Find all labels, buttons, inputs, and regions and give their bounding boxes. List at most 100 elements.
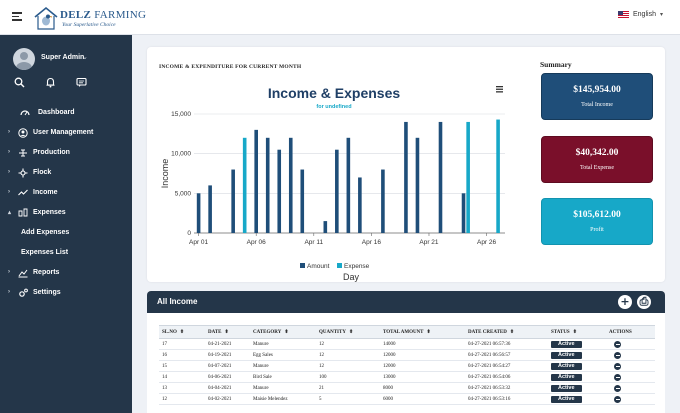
sidebar-item-flock[interactable]: › Flock bbox=[0, 163, 132, 183]
actions-icon[interactable] bbox=[614, 384, 621, 392]
chevron-right-icon: › bbox=[8, 129, 10, 135]
sidebar-item-dashboard[interactable]: Dashboard bbox=[0, 103, 132, 123]
sidebar-item-expenses-list[interactable]: Expenses List bbox=[0, 243, 132, 263]
user-name[interactable]: Super Admin bbox=[41, 54, 85, 61]
print-button[interactable]: ⎙ bbox=[637, 295, 651, 309]
status-badge[interactable]: Active bbox=[551, 373, 582, 381]
sort-icon[interactable]: ⬍ bbox=[224, 330, 229, 335]
status-badge[interactable]: Active bbox=[551, 395, 582, 403]
card-title: INCOME & EXPENDITURE FOR CURRENT MONTH bbox=[159, 64, 302, 70]
sort-icon[interactable]: ⬍ bbox=[572, 330, 577, 335]
avatar[interactable] bbox=[13, 48, 35, 70]
actions-icon[interactable] bbox=[614, 340, 621, 348]
cell-sl: 16 bbox=[159, 349, 205, 361]
cell-date: 04-19-2021 bbox=[205, 349, 250, 361]
sidebar-item-label: Reports bbox=[33, 269, 60, 276]
amount-bar bbox=[288, 137, 293, 233]
chat-icon[interactable] bbox=[76, 77, 87, 88]
amount-bar bbox=[461, 193, 466, 233]
table-row[interactable]: 12 04-02-2021 Maisie Melendez 5 6000 04-27-20… bbox=[159, 393, 655, 405]
actions-icon[interactable] bbox=[614, 373, 621, 381]
column-header-sl-no[interactable]: SL.NO ⬍ bbox=[159, 325, 205, 339]
sidebar-item-income[interactable]: › Income bbox=[0, 183, 132, 203]
amount-bar bbox=[277, 149, 282, 233]
column-header-status[interactable]: STATUS ⬍ bbox=[548, 325, 606, 339]
all-income-card: All Income + ⎙ SL.NO ⬍ DATE ⬍ CATEGORY ⬍ QUANT… bbox=[147, 291, 665, 413]
column-header-label: DATE CREATED bbox=[468, 330, 507, 335]
x-tick-label: Apr 21 bbox=[419, 239, 439, 246]
cell-quantity: 12 bbox=[316, 338, 380, 350]
sidebar-item-settings[interactable]: › Settings bbox=[0, 283, 132, 303]
sidebar-item-label: Income bbox=[33, 189, 58, 196]
summary-title: Summary bbox=[540, 60, 572, 69]
table-row[interactable]: 15 04-07-2021 Manure 12 12000 04-27-2021 06:5… bbox=[159, 360, 655, 372]
sort-icon[interactable]: ⬍ bbox=[509, 330, 515, 335]
sort-icon[interactable]: ⬍ bbox=[284, 330, 289, 335]
cell-category: Manure bbox=[250, 382, 316, 394]
chart-menu-icon[interactable] bbox=[496, 86, 503, 93]
amount-bar bbox=[196, 193, 201, 233]
farm-logo[interactable] bbox=[32, 4, 60, 32]
status-badge[interactable]: Active bbox=[551, 384, 582, 392]
status-badge[interactable]: Active bbox=[551, 362, 582, 370]
cell-actions bbox=[606, 382, 655, 394]
amount-bar bbox=[346, 137, 351, 233]
cell-created: 04-27-2021 06:56:57 bbox=[465, 349, 548, 361]
bell-icon[interactable] bbox=[45, 77, 56, 88]
sidebar-item-user-management[interactable]: › User Management bbox=[0, 123, 132, 143]
column-header-category[interactable]: CATEGORY ⬍ bbox=[250, 325, 316, 339]
top-bar: DELZ FARMING Your Superlative Choice Eng… bbox=[0, 0, 680, 35]
cell-created: 04-27-2021 06:53:16 bbox=[465, 393, 548, 405]
column-header-date-created[interactable]: DATE CREATED ⬍ bbox=[465, 325, 548, 339]
chevron-up-icon: ▴ bbox=[8, 210, 12, 216]
sort-icon[interactable]: ⬍ bbox=[426, 330, 431, 335]
chart-title: Income & Expenses bbox=[268, 85, 400, 101]
column-header-label: QUANTITY bbox=[319, 330, 346, 335]
legend-label-expense: Expense bbox=[344, 263, 370, 270]
chevron-down-icon[interactable]: ⌄ bbox=[82, 53, 88, 61]
y-tick-label: 10,000 bbox=[171, 151, 191, 158]
column-header-label: SL.NO bbox=[162, 330, 177, 335]
sidebar-item-label: Settings bbox=[33, 289, 61, 296]
actions-icon[interactable] bbox=[614, 395, 621, 403]
cell-quantity: 5 bbox=[316, 393, 380, 405]
sort-icon[interactable]: ⬍ bbox=[348, 330, 354, 335]
language-selector[interactable]: English ▾ bbox=[618, 11, 663, 18]
x-tick-label: Apr 11 bbox=[304, 239, 323, 246]
sidebar-item-expenses[interactable]: ▴ Expenses bbox=[0, 203, 132, 223]
add-income-button[interactable]: + bbox=[618, 295, 632, 309]
status-badge[interactable]: Active bbox=[551, 340, 582, 348]
cell-created: 04-27-2021 06:54:06 bbox=[465, 371, 548, 383]
column-header-total-amount[interactable]: TOTAL AMOUNT ⬍ bbox=[380, 325, 465, 339]
actions-icon[interactable] bbox=[614, 351, 621, 359]
table-row[interactable]: 17 04-21-2021 Manure 12 14000 04-27-2021 06:5… bbox=[159, 338, 655, 350]
chevron-right-icon: › bbox=[8, 169, 10, 175]
sidebar-item-reports[interactable]: › Reports bbox=[0, 263, 132, 283]
sidebar-item-production[interactable]: › Production bbox=[0, 143, 132, 163]
expense-bar bbox=[466, 121, 470, 233]
table-body: 17 04-21-2021 Manure 12 14000 04-27-2021 06:5… bbox=[159, 338, 655, 405]
column-header-label: CATEGORY bbox=[253, 330, 282, 335]
column-header-date[interactable]: DATE ⬍ bbox=[205, 325, 250, 339]
hamburger-icon[interactable] bbox=[12, 12, 22, 21]
brand-tagline: Your Superlative Choice bbox=[62, 22, 116, 28]
total-income-value: $145,954.00 bbox=[573, 85, 621, 95]
actions-icon[interactable] bbox=[614, 362, 621, 370]
cell-status: Active bbox=[548, 371, 606, 383]
cell-quantity: 12 bbox=[316, 349, 380, 361]
cell-actions bbox=[606, 371, 655, 383]
cell-category: Egg Sales bbox=[250, 349, 316, 361]
sidebar-item-add-expenses[interactable]: Add Expenses bbox=[0, 223, 132, 243]
expenses-icon bbox=[18, 208, 28, 218]
table-row[interactable]: 14 04-06-2021 Bird Sale 100 13000 04-27-2021 … bbox=[159, 371, 655, 383]
amount-bar bbox=[231, 169, 235, 233]
status-badge[interactable]: Active bbox=[551, 351, 582, 359]
cell-sl: 17 bbox=[159, 338, 205, 350]
table-row[interactable]: 13 04-04-2021 Manure 21 8000 04-27-2021 06:53… bbox=[159, 382, 655, 394]
sort-icon[interactable]: ⬍ bbox=[179, 330, 185, 335]
amount-bar bbox=[358, 177, 362, 233]
search-icon[interactable] bbox=[14, 77, 25, 88]
column-header-quantity[interactable]: QUANTITY ⬍ bbox=[316, 325, 380, 339]
table-row[interactable]: 16 04-19-2021 Egg Sales 12 12000 04-27-2021 0… bbox=[159, 349, 655, 361]
legend-label-amount: Amount bbox=[307, 263, 330, 270]
